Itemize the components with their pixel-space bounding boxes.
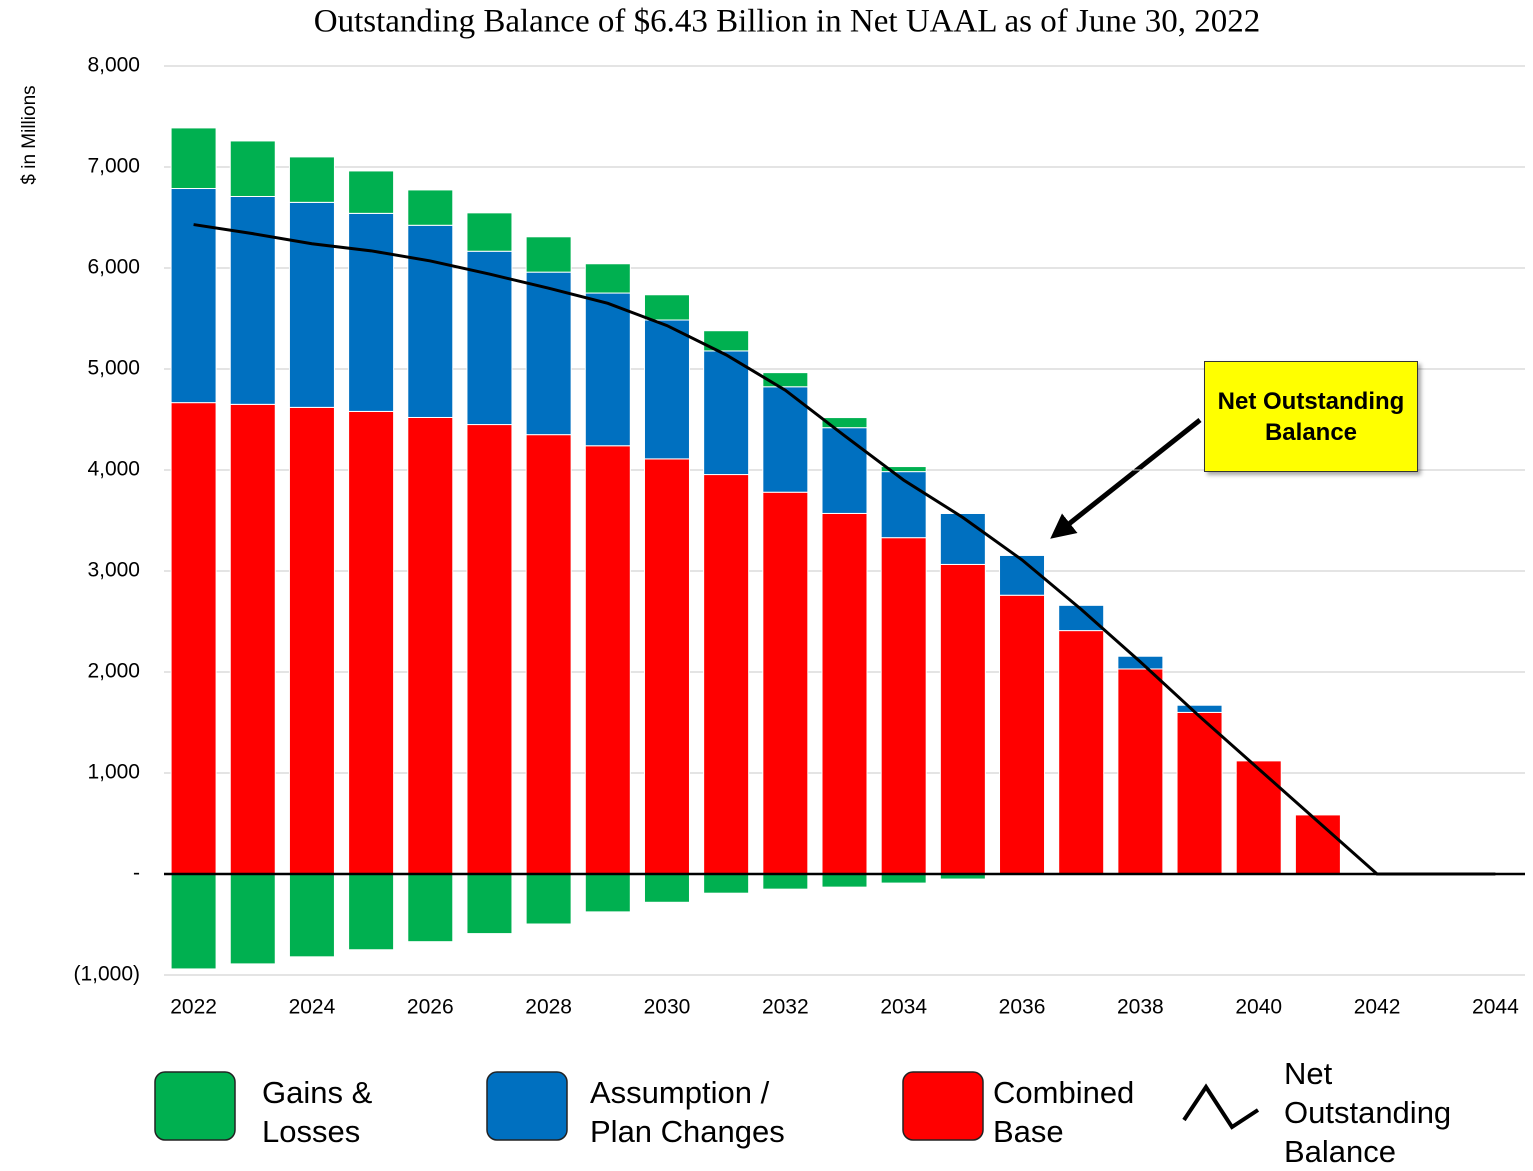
y-tick-label: 1,000 [87, 761, 140, 784]
bar-segment [821, 417, 868, 429]
bar-segment [584, 263, 631, 294]
bar-segment [229, 195, 276, 405]
y-tick-label: 6,000 [87, 256, 140, 279]
bar-segment [466, 424, 513, 875]
legend-label: Combined Base [993, 1075, 1135, 1149]
bar-segment-negative [288, 873, 335, 958]
x-tick-label: 2024 [289, 996, 336, 1019]
bar-segment-negative [821, 873, 868, 888]
bar-segment [288, 201, 335, 408]
bar-segment [939, 563, 986, 875]
x-tick-label: 2030 [644, 996, 691, 1019]
bar-segment-negative [407, 873, 454, 943]
x-tick-label: 2026 [407, 996, 454, 1019]
annotation-arrow [1050, 418, 1202, 539]
bar-segment [407, 416, 454, 875]
bar-segment-negative [229, 873, 276, 965]
bar-segment [229, 140, 276, 197]
bar-segment [999, 594, 1046, 875]
y-tick-label: 8,000 [87, 54, 140, 77]
y-tick-label: 5,000 [87, 357, 140, 380]
y-tick-label: - [133, 862, 140, 885]
bar-segment [643, 294, 690, 321]
bar-segment [348, 170, 395, 214]
x-tick-label: 2034 [880, 996, 927, 1019]
bar-segment [939, 512, 986, 565]
bar-segment [525, 236, 572, 273]
bar-segment [880, 466, 927, 473]
x-tick-label: 2036 [999, 996, 1046, 1019]
bar-segment-negative [880, 873, 927, 884]
bar-segment-negative [703, 873, 750, 894]
y-tick-label: 3,000 [87, 559, 140, 582]
legend-swatch [154, 1071, 236, 1141]
x-tick-label: 2032 [762, 996, 809, 1019]
bar-segment [407, 224, 454, 418]
x-tick-label: 2038 [1117, 996, 1164, 1019]
bar-segment [1294, 814, 1341, 875]
bar-segment [762, 386, 809, 493]
bar-segment [407, 189, 454, 226]
bar-segment [348, 410, 395, 875]
bar-segment [1176, 704, 1223, 713]
bar-segment [170, 127, 217, 190]
x-tick-label: 2044 [1472, 996, 1519, 1019]
bar-segment [288, 406, 335, 875]
legend-line-icon [1182, 1083, 1260, 1130]
bar-segment [821, 427, 868, 514]
bar-segment-negative [584, 873, 631, 913]
x-tick-label: 2042 [1354, 996, 1401, 1019]
legend-label: Assumption / Plan Changes [590, 1075, 785, 1149]
bar-segment [348, 212, 395, 412]
bar-segment [762, 491, 809, 875]
bar-segment [643, 458, 690, 875]
bar-segment [170, 188, 217, 404]
legend-swatch [902, 1071, 984, 1141]
bar-segment [643, 319, 690, 460]
x-tick-label: 2028 [525, 996, 572, 1019]
bar-segment-negative [643, 873, 690, 903]
legend-label: Net Outstanding Balance [1284, 1056, 1452, 1169]
y-axis-label: $ in Millions [19, 85, 40, 184]
bar-segment [1235, 760, 1282, 875]
bar-segment [288, 156, 335, 203]
x-tick-label: 2040 [1235, 996, 1282, 1019]
bar-segment [1058, 630, 1105, 875]
y-tick-label: (1,000) [73, 963, 140, 986]
bar-segment [170, 402, 217, 875]
bar-segment [999, 554, 1046, 596]
bar-segment [1176, 711, 1223, 875]
bar-segment [525, 434, 572, 875]
y-tick-label: 7,000 [87, 155, 140, 178]
bar-segment [939, 511, 986, 514]
bar-segment-negative [348, 873, 395, 951]
net-balance-line [193, 223, 1496, 876]
bar-segment [703, 474, 750, 875]
bar-segment [584, 292, 631, 447]
bar-segment-negative [170, 873, 217, 970]
annotation: Net Outstanding Balance [1204, 361, 1418, 472]
bar-segment [703, 330, 750, 352]
bar-segment [821, 512, 868, 875]
bar-segment [703, 350, 750, 476]
bar-segment [880, 537, 927, 875]
bar-segment-negative [762, 873, 809, 890]
legend-label: Gains & Losses [262, 1075, 373, 1149]
chart-title: Outstanding Balance of $6.43 Billion in … [314, 4, 1260, 40]
bar-segment [1117, 668, 1164, 875]
bar-segment [525, 271, 572, 436]
bar-segment [466, 212, 513, 252]
x-tick-label: 2022 [170, 996, 217, 1019]
bar-segment-negative [466, 873, 513, 935]
bar-segment-negative [525, 873, 572, 925]
y-tick-label: 2,000 [87, 660, 140, 683]
legend-swatch [486, 1071, 568, 1141]
bar-segment [229, 403, 276, 875]
y-tick-label: 4,000 [87, 458, 140, 481]
bar-segment [584, 445, 631, 875]
